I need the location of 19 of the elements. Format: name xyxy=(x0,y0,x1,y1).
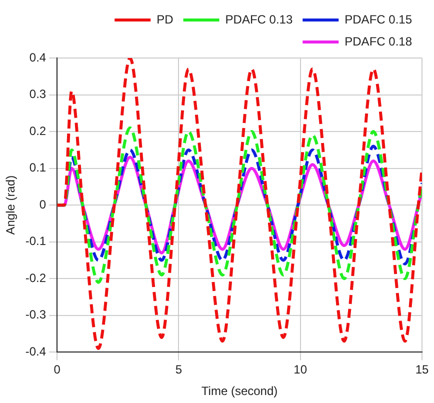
y-tick-label: 0 xyxy=(39,197,46,212)
y-axis-title: Angle (rad) xyxy=(4,175,18,235)
y-tick-label: -0.1 xyxy=(25,234,46,248)
y-tick-label: 0.3 xyxy=(29,87,46,102)
x-tick-label: 5 xyxy=(175,362,182,377)
x-axis-title: Time (second) xyxy=(201,384,278,398)
y-tick-label: -0.2 xyxy=(25,270,46,285)
legend-label: PDAFC 0.13 xyxy=(225,12,293,26)
y-tick-label: 0.2 xyxy=(29,124,46,138)
x-tick-label: 15 xyxy=(415,362,429,377)
y-tick-label: 0.1 xyxy=(29,160,46,175)
legend-label: PDAFC 0.18 xyxy=(344,34,412,48)
x-tick-label: 10 xyxy=(294,362,308,377)
y-tick-label: 0.4 xyxy=(29,50,46,64)
legend-label: PDAFC 0.15 xyxy=(344,12,412,26)
y-tick-label: -0.3 xyxy=(25,308,46,322)
y-tick-label: -0.4 xyxy=(25,344,46,359)
legend-label: PD xyxy=(156,12,174,26)
x-tick-label: 0 xyxy=(54,362,61,377)
